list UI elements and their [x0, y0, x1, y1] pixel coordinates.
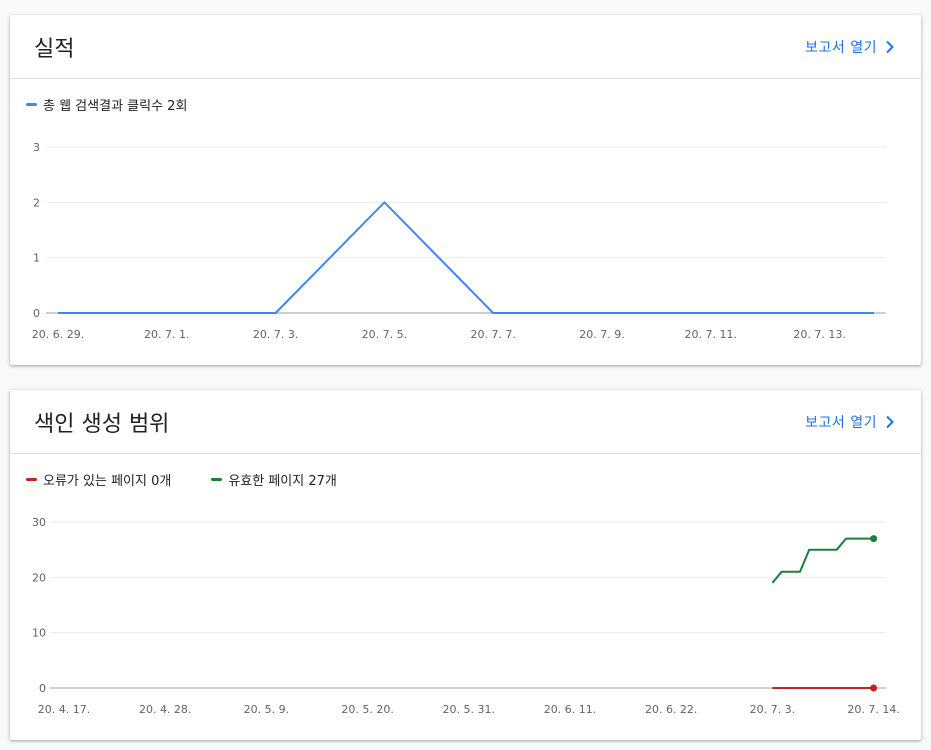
x-tick-label: 20. 6. 29. [32, 328, 84, 341]
x-tick-label: 20. 5. 31. [443, 703, 495, 716]
y-tick-label: 2 [33, 196, 40, 209]
x-tick-label: 20. 4. 28. [139, 703, 191, 716]
x-tick-label: 20. 7. 13. [793, 328, 845, 341]
x-tick-label: 20. 5. 9. [244, 703, 289, 716]
x-tick-label: 20. 7. 11. [685, 328, 737, 341]
series-end-point-0 [870, 684, 878, 692]
y-tick-label: 30 [32, 516, 46, 529]
performance-open-report-label: 보고서 열기 [805, 40, 877, 56]
legend-swatch [211, 478, 223, 481]
x-tick-label: 20. 7. 3. [750, 703, 795, 716]
x-tick-label: 20. 7. 7. [470, 328, 515, 341]
y-tick-label: 1 [33, 252, 40, 265]
x-tick-label: 20. 7. 14. [847, 703, 899, 716]
x-tick-label: 20. 7. 5. [362, 328, 407, 341]
x-tick-label: 20. 6. 22. [645, 703, 697, 716]
y-tick-label: 3 [33, 141, 40, 154]
coverage-legend: 오류가 있는 페이지 0개 유효한 페이지 27개 [26, 470, 377, 489]
legend-label: 총 웹 검색결과 클릭수 2회 [43, 99, 188, 114]
coverage-open-report-link[interactable]: 보고서 열기 [805, 412, 895, 432]
legend-item-clicks[interactable]: 총 웹 검색결과 클릭수 2회 [26, 95, 187, 114]
performance-legend: 총 웹 검색결과 클릭수 2회 [26, 95, 227, 114]
coverage-title: 색인 생성 범위 [34, 412, 170, 437]
x-tick-label: 20. 4. 17. [38, 703, 90, 716]
performance-open-report-link[interactable]: 보고서 열기 [805, 37, 895, 57]
y-tick-label: 20 [32, 571, 46, 584]
x-tick-label: 20. 7. 3. [253, 328, 298, 341]
performance-title: 실적 [34, 37, 75, 62]
legend-label: 유효한 페이지 27개 [228, 474, 337, 489]
legend-swatch [26, 478, 37, 481]
legend-label: 오류가 있는 페이지 0개 [43, 474, 172, 489]
performance-card-header: 실적 보고서 열기 [10, 15, 921, 79]
x-tick-label: 20. 6. 11. [544, 703, 596, 716]
y-tick-label: 0 [33, 307, 40, 320]
performance-card: 실적 보고서 열기 총 웹 검색결과 클릭수 2회 0 1 2 3 20. 6. 29.… [10, 15, 921, 365]
performance-chart: 0 1 2 3 20. 6. 29. 20. 7. 1. 20. 7. 3. 20. 7. 5… [32, 141, 886, 341]
series-end-point-1 [870, 535, 878, 543]
legend-swatch [26, 103, 37, 106]
series-line-1 [771, 537, 874, 584]
x-tick-label: 20. 7. 1. [144, 328, 189, 341]
y-tick-label: 0 [39, 682, 46, 695]
x-tick-label: 20. 5. 20. [341, 703, 393, 716]
chevron-right-icon [886, 40, 894, 54]
coverage-card: 색인 생성 범위 보고서 열기 오류가 있는 페이지 0개 유효한 페이지 27… [10, 390, 921, 740]
coverage-card-header: 색인 생성 범위 보고서 열기 [10, 390, 921, 454]
x-tick-label: 20. 7. 9. [579, 328, 624, 341]
chevron-right-icon [886, 415, 894, 429]
coverage-chart: 0 10 20 30 20. 4. 17. 20. 4. 28. 20. 5. 9. 20. … [32, 516, 900, 716]
y-tick-label: 10 [32, 627, 46, 640]
legend-item-error-pages[interactable]: 오류가 있는 페이지 0개 [26, 470, 171, 489]
coverage-open-report-label: 보고서 열기 [805, 415, 877, 431]
series-line-0 [58, 201, 874, 314]
legend-item-valid-pages[interactable]: 유효한 페이지 27개 [211, 470, 337, 489]
